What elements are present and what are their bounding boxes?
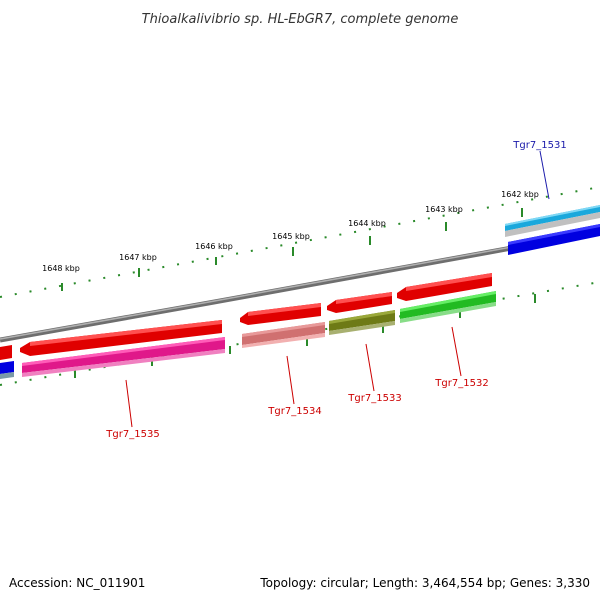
outer-major-ticks xyxy=(61,208,523,291)
gene-label-tgr7-1535[interactable]: Tgr7_1535 xyxy=(105,429,159,440)
map-title: Thioalkalivibrio sp. HL-EbGR7, complete … xyxy=(142,12,459,27)
leader-line-tgr7-1534 xyxy=(286,355,295,405)
accession-text: Accession: NC_011901 xyxy=(9,576,146,590)
gene-label-tgr7-1531[interactable]: Tgr7_1531 xyxy=(512,140,566,151)
gene-feature-tgr7-1531[interactable] xyxy=(505,205,600,255)
leader-line-tgr7-1531 xyxy=(539,150,550,200)
tick-label-1645: 1645 kbp xyxy=(272,232,310,241)
leader-line-tgr7-1535 xyxy=(125,379,133,428)
gene-feature-tgr7-1533[interactable] xyxy=(327,292,395,335)
tick-label-1647: 1647 kbp xyxy=(119,253,157,262)
tick-label-1648: 1648 kbp xyxy=(42,264,80,273)
gene-feature-tgr7-1535[interactable] xyxy=(20,320,225,377)
gene-label-tgr7-1534[interactable]: Tgr7_1534 xyxy=(267,406,321,417)
leader-line-tgr7-1533 xyxy=(365,343,375,392)
gene-feature-tgr7-1534[interactable] xyxy=(240,303,325,348)
tick-label-1646: 1646 kbp xyxy=(195,242,233,251)
topology-text: Topology: circular; Length: 3,464,554 bp… xyxy=(260,576,590,590)
gene-label-tgr7-1532[interactable]: Tgr7_1532 xyxy=(434,378,488,389)
leader-line-tgr7-1532 xyxy=(451,326,462,377)
gene-feature-tgr7-1532[interactable] xyxy=(397,273,496,323)
tick-label-1644: 1644 kbp xyxy=(348,219,386,228)
tick-label-1643: 1643 kbp xyxy=(425,205,463,214)
gene-feature-left-edge[interactable] xyxy=(0,345,14,379)
tick-label-1642: 1642 kbp xyxy=(501,190,539,199)
gene-label-tgr7-1533[interactable]: Tgr7_1533 xyxy=(347,393,401,404)
